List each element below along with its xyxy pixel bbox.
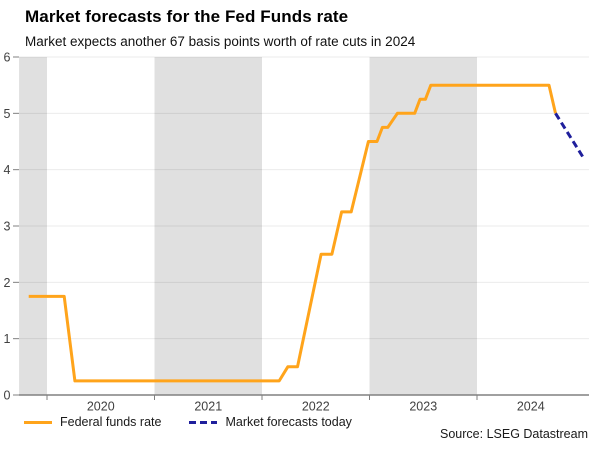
legend-label-market-forecasts: Market forecasts today [225, 415, 352, 429]
y-axis-label: 1 [4, 332, 11, 346]
chart-subtitle: Market expects another 67 basis points w… [25, 34, 416, 49]
y-axis-label: 0 [4, 389, 11, 403]
y-axis-label: 4 [4, 163, 11, 177]
y-axis-label: 6 [4, 51, 11, 65]
year-band [369, 57, 477, 395]
year-band [154, 57, 262, 395]
market-forecasts-swatch [189, 420, 218, 424]
federal-funds-rate-swatch [24, 420, 52, 424]
year-band [19, 57, 47, 395]
legend-item-market-forecasts: Market forecasts today [189, 415, 352, 429]
chart-title: Market forecasts for the Fed Funds rate [25, 7, 349, 26]
y-axis-label: 2 [4, 276, 11, 290]
y-axis-label: 3 [4, 220, 11, 234]
x-axis-label: 2024 [517, 400, 545, 414]
x-axis-label: 2023 [409, 400, 437, 414]
x-axis-label: 2020 [87, 400, 115, 414]
x-axis-label: 2022 [302, 400, 330, 414]
y-axis-label: 5 [4, 107, 11, 121]
federal-funds-rate-line [28, 83, 557, 383]
source-credit: Source: LSEG Datastream [440, 427, 588, 441]
legend-label-federal-funds-rate: Federal funds rate [60, 415, 162, 429]
market-forecasts-today-line [554, 112, 586, 161]
legend: Federal funds rate Market forecasts toda… [24, 415, 380, 429]
legend-item-federal-funds-rate: Federal funds rate [24, 415, 161, 429]
x-axis-label: 2021 [194, 400, 222, 414]
